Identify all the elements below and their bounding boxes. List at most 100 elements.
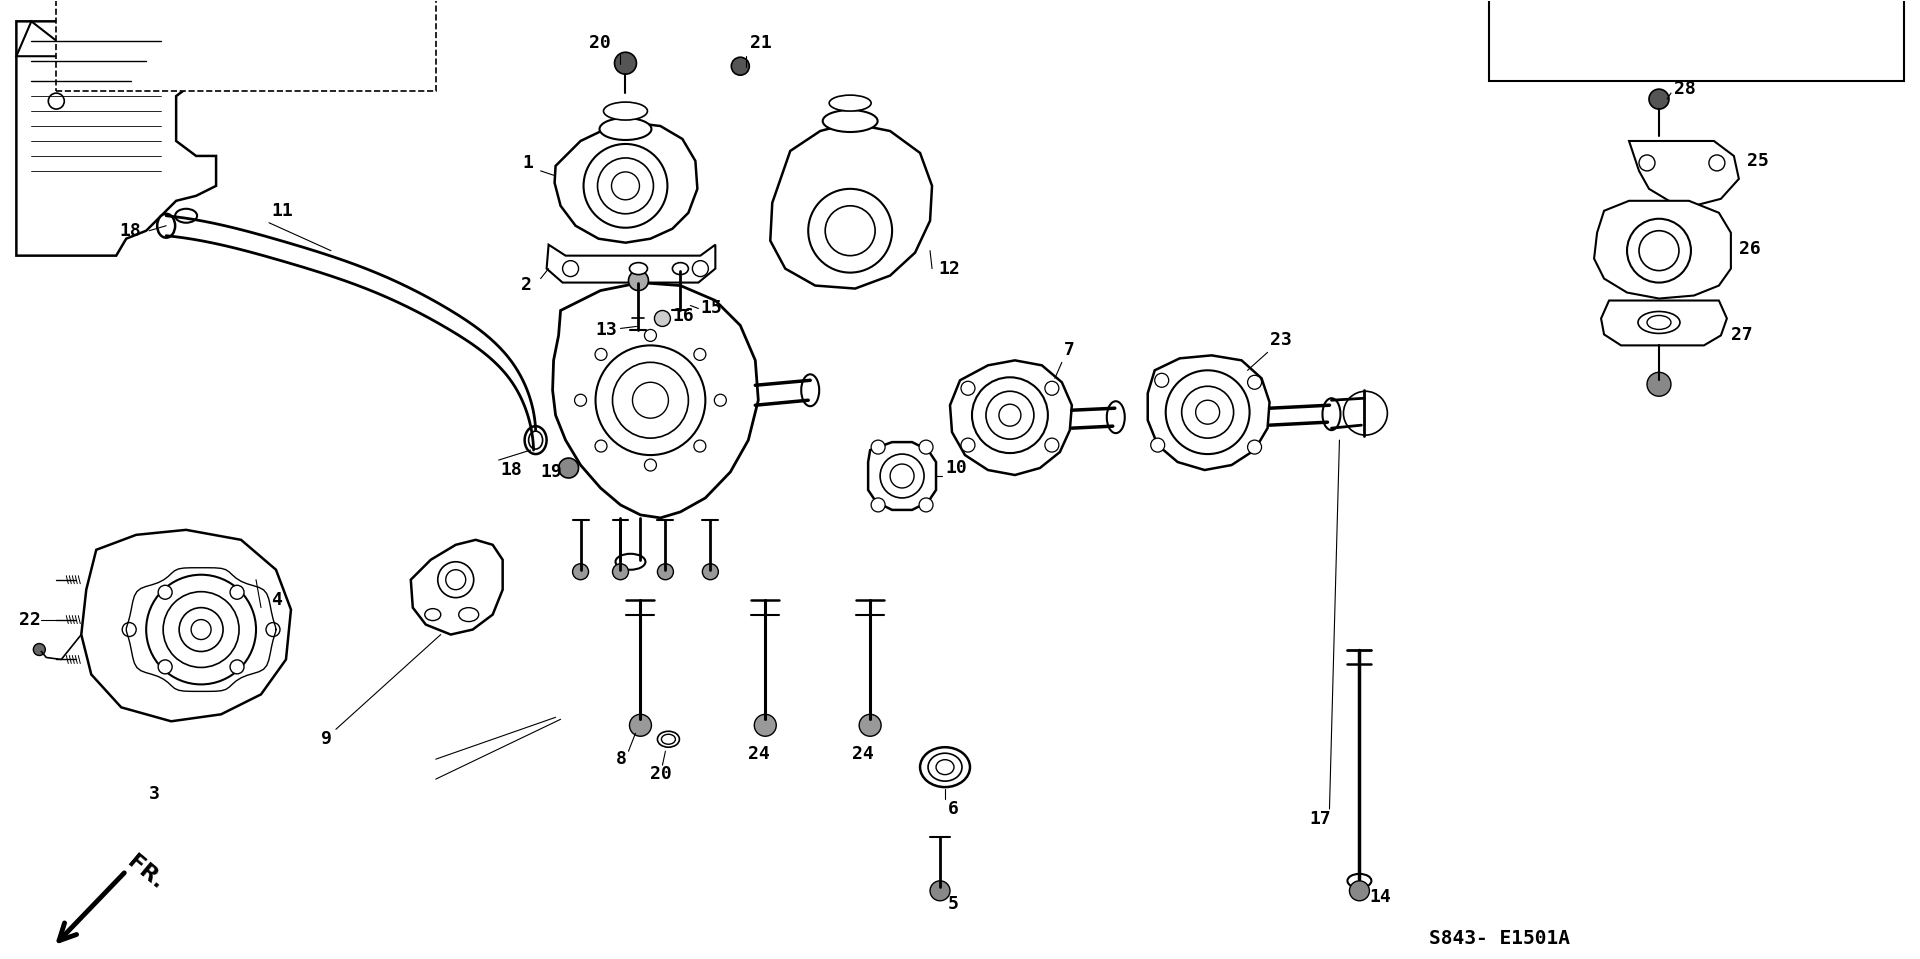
Circle shape xyxy=(584,144,668,227)
Circle shape xyxy=(703,564,718,579)
Circle shape xyxy=(891,464,914,488)
Circle shape xyxy=(1154,373,1169,387)
Text: 5: 5 xyxy=(948,895,958,913)
Circle shape xyxy=(732,58,749,75)
Ellipse shape xyxy=(157,214,175,238)
Text: 18: 18 xyxy=(501,461,522,480)
Ellipse shape xyxy=(599,118,651,140)
Circle shape xyxy=(1709,155,1724,171)
Circle shape xyxy=(595,348,607,361)
Circle shape xyxy=(755,714,776,737)
Ellipse shape xyxy=(603,102,647,120)
Polygon shape xyxy=(555,123,697,243)
Text: 17: 17 xyxy=(1309,810,1331,828)
Ellipse shape xyxy=(801,374,820,407)
Circle shape xyxy=(655,311,670,326)
Text: 8: 8 xyxy=(616,750,626,768)
Ellipse shape xyxy=(1323,398,1340,431)
Circle shape xyxy=(808,189,893,272)
Text: S843- E1501A: S843- E1501A xyxy=(1428,929,1571,948)
Circle shape xyxy=(714,394,726,407)
Polygon shape xyxy=(17,21,77,57)
Ellipse shape xyxy=(528,432,543,449)
Text: 24: 24 xyxy=(749,745,770,763)
Circle shape xyxy=(630,714,651,737)
Ellipse shape xyxy=(1647,316,1670,330)
Circle shape xyxy=(230,660,244,674)
Ellipse shape xyxy=(822,110,877,132)
Circle shape xyxy=(163,592,240,667)
Text: 10: 10 xyxy=(945,459,968,477)
Circle shape xyxy=(90,40,102,52)
Text: 12: 12 xyxy=(939,260,960,277)
Circle shape xyxy=(693,440,707,452)
Ellipse shape xyxy=(829,95,872,111)
Ellipse shape xyxy=(927,753,962,782)
Polygon shape xyxy=(411,540,503,635)
Circle shape xyxy=(611,172,639,199)
Circle shape xyxy=(879,454,924,498)
Text: 13: 13 xyxy=(595,321,616,339)
Circle shape xyxy=(632,383,668,418)
Polygon shape xyxy=(81,530,292,721)
Text: 3: 3 xyxy=(150,785,159,803)
Text: 16: 16 xyxy=(672,308,695,325)
Circle shape xyxy=(693,261,708,276)
Circle shape xyxy=(987,391,1033,439)
Ellipse shape xyxy=(672,263,689,274)
Ellipse shape xyxy=(459,608,478,621)
Circle shape xyxy=(572,564,589,579)
Circle shape xyxy=(1248,375,1261,389)
Ellipse shape xyxy=(1638,312,1680,334)
Circle shape xyxy=(628,270,649,291)
Bar xyxy=(56,0,436,91)
Circle shape xyxy=(858,714,881,737)
Text: 15: 15 xyxy=(701,299,722,317)
Text: 2: 2 xyxy=(520,275,532,293)
Bar xyxy=(1490,0,1903,82)
Circle shape xyxy=(872,498,885,512)
Ellipse shape xyxy=(175,209,198,222)
Circle shape xyxy=(146,574,255,685)
Circle shape xyxy=(1344,391,1388,435)
Ellipse shape xyxy=(920,747,970,787)
Circle shape xyxy=(445,570,467,590)
Circle shape xyxy=(998,405,1021,426)
Text: 18: 18 xyxy=(119,222,140,240)
Polygon shape xyxy=(553,283,758,518)
Polygon shape xyxy=(1601,300,1726,345)
Circle shape xyxy=(1044,438,1058,452)
Circle shape xyxy=(1640,231,1678,270)
Circle shape xyxy=(972,377,1048,453)
Circle shape xyxy=(1640,155,1655,171)
Circle shape xyxy=(962,438,975,452)
Circle shape xyxy=(267,622,280,637)
Ellipse shape xyxy=(660,735,676,744)
Text: 9: 9 xyxy=(321,730,332,748)
Text: FR.: FR. xyxy=(123,852,167,893)
Text: 27: 27 xyxy=(1732,326,1753,344)
Text: 24: 24 xyxy=(852,745,874,763)
Ellipse shape xyxy=(616,553,645,570)
Circle shape xyxy=(150,40,161,52)
Circle shape xyxy=(1248,440,1261,454)
Circle shape xyxy=(595,440,607,452)
Ellipse shape xyxy=(524,426,547,454)
Polygon shape xyxy=(770,123,931,289)
Circle shape xyxy=(574,394,586,407)
Circle shape xyxy=(614,52,636,74)
Circle shape xyxy=(33,643,46,656)
Text: 1: 1 xyxy=(522,154,534,172)
Circle shape xyxy=(1196,400,1219,424)
Circle shape xyxy=(920,498,933,512)
Circle shape xyxy=(597,158,653,214)
Circle shape xyxy=(123,622,136,637)
Circle shape xyxy=(1350,880,1369,901)
Circle shape xyxy=(438,562,474,597)
Circle shape xyxy=(929,880,950,901)
Circle shape xyxy=(179,608,223,651)
Ellipse shape xyxy=(424,609,442,620)
Circle shape xyxy=(826,206,876,256)
Text: 20: 20 xyxy=(651,765,672,784)
Polygon shape xyxy=(868,442,937,510)
